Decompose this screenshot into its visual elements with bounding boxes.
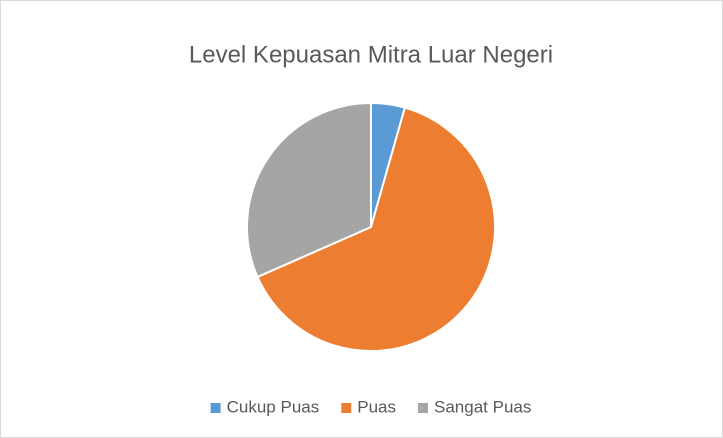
legend-swatch [210, 403, 221, 413]
legend-label: Puas [357, 397, 396, 416]
chart-title: Level Kepuasan Mitra Luar Negeri [189, 41, 553, 68]
legend-swatch [418, 403, 429, 413]
pie-slice [246, 101, 372, 279]
legend-swatch [341, 403, 352, 413]
legend-label: Cukup Puas [227, 397, 320, 416]
pie-slice [256, 106, 496, 352]
legend-label: Sangat Puas [434, 397, 531, 416]
